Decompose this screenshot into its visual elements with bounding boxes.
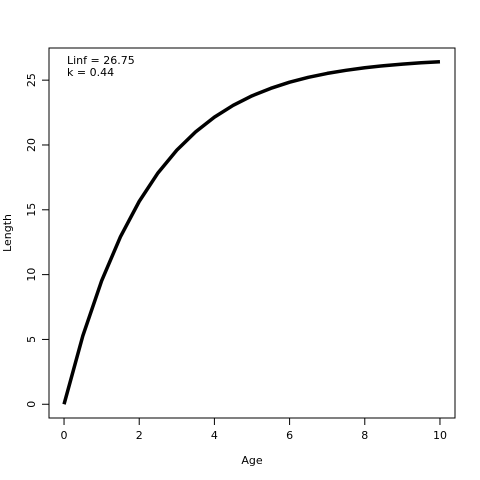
y-axis-label: Length bbox=[1, 214, 14, 252]
annotation: Linf = 26.75 bbox=[67, 54, 135, 67]
x-axis-label: Age bbox=[241, 454, 263, 467]
x-tick-label: 0 bbox=[61, 429, 68, 442]
y-tick-label: 5 bbox=[25, 336, 38, 343]
plot-frame bbox=[48, 47, 456, 419]
y-tick-label: 10 bbox=[25, 268, 38, 282]
x-tick-label: 4 bbox=[211, 429, 218, 442]
y-tick-label: 15 bbox=[25, 203, 38, 217]
annotation: k = 0.44 bbox=[67, 66, 114, 79]
y-tick-label: 25 bbox=[25, 73, 38, 87]
y-tick-label: 20 bbox=[25, 138, 38, 152]
x-tick-label: 6 bbox=[286, 429, 293, 442]
growth-curve bbox=[62, 59, 441, 405]
x-tick-label: 8 bbox=[361, 429, 368, 442]
x-tick-label: 10 bbox=[433, 429, 447, 442]
x-tick-label: 2 bbox=[136, 429, 143, 442]
y-tick-label: 0 bbox=[25, 401, 38, 408]
